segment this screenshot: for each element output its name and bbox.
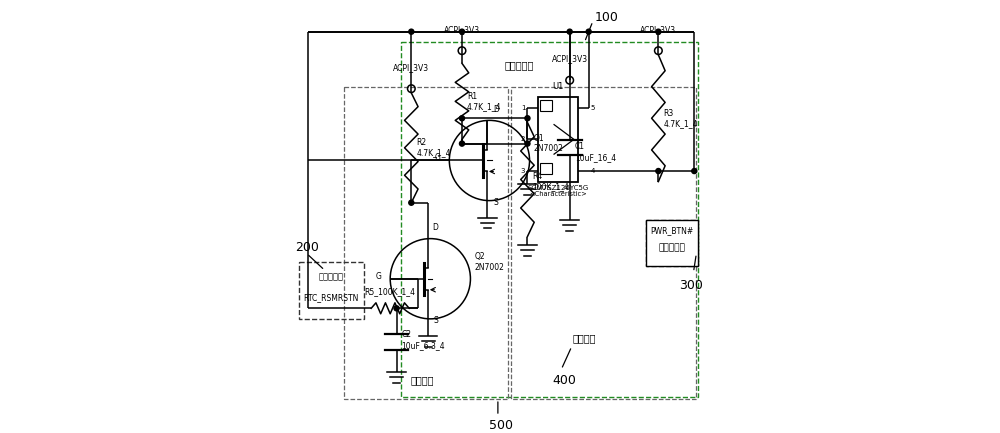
- Text: G: G: [376, 272, 382, 281]
- Text: 电源输入端: 电源输入端: [504, 61, 534, 71]
- Text: 300: 300: [679, 279, 703, 292]
- Text: C2
10uF_6.3_4: C2 10uF_6.3_4: [402, 330, 445, 350]
- Text: 1: 1: [521, 105, 525, 111]
- Text: D: D: [493, 105, 499, 114]
- Bar: [511, 87, 696, 399]
- Circle shape: [567, 29, 572, 34]
- Bar: [299, 262, 364, 319]
- Text: ACPI_3V3: ACPI_3V3: [444, 25, 480, 34]
- Text: 2: 2: [521, 136, 525, 142]
- Text: 200: 200: [295, 241, 319, 254]
- Bar: [540, 163, 552, 174]
- Text: U1: U1: [552, 82, 564, 91]
- Circle shape: [459, 116, 465, 121]
- Circle shape: [394, 306, 399, 311]
- Text: 3: 3: [521, 168, 525, 174]
- Circle shape: [525, 141, 530, 146]
- Text: G: G: [435, 153, 441, 162]
- Circle shape: [459, 29, 465, 34]
- Text: R1
4.7K_1_4: R1 4.7K_1_4: [467, 92, 502, 111]
- Text: PWR_BTN#: PWR_BTN#: [650, 226, 694, 235]
- Text: 400: 400: [553, 374, 577, 387]
- Circle shape: [409, 29, 414, 34]
- Circle shape: [586, 29, 591, 34]
- Circle shape: [459, 141, 465, 146]
- Text: S: S: [493, 198, 498, 207]
- Text: 脉冲输出端: 脉冲输出端: [659, 243, 686, 252]
- Text: RTC_RSMRSTN: RTC_RSMRSTN: [304, 294, 359, 303]
- Text: 100: 100: [595, 11, 619, 24]
- Text: ACPI_3V3: ACPI_3V3: [393, 63, 429, 72]
- Circle shape: [525, 116, 530, 121]
- Circle shape: [692, 168, 697, 174]
- Bar: [540, 100, 552, 111]
- Text: R2
4.7K_1_4: R2 4.7K_1_4: [416, 138, 451, 158]
- Text: SGM7SZ126YC5G: SGM7SZ126YC5G: [527, 185, 589, 191]
- Circle shape: [656, 168, 661, 174]
- Bar: [646, 220, 698, 266]
- Text: R3
4.7K_1_4: R3 4.7K_1_4: [663, 109, 698, 128]
- Text: 500: 500: [489, 420, 513, 433]
- Text: ACPI_3V3: ACPI_3V3: [552, 55, 588, 63]
- Text: 启动单元: 启动单元: [573, 333, 596, 343]
- Circle shape: [656, 29, 661, 34]
- Text: D: D: [432, 223, 438, 232]
- Bar: [646, 220, 698, 266]
- Text: Q2
2N7002: Q2 2N7002: [475, 252, 505, 271]
- Text: 5: 5: [591, 105, 595, 111]
- Bar: [344, 87, 508, 399]
- Text: <Characteristic>: <Characteristic>: [529, 191, 587, 197]
- Text: Q1
2N7002: Q1 2N7002: [534, 134, 564, 153]
- Text: ACPI_3V3: ACPI_3V3: [640, 25, 676, 34]
- Text: 复位输入端: 复位输入端: [319, 272, 344, 281]
- Bar: [401, 42, 698, 397]
- Text: 4: 4: [591, 168, 595, 174]
- Circle shape: [409, 200, 414, 205]
- Text: C1
10uF_16_4: C1 10uF_16_4: [575, 142, 616, 162]
- Text: S: S: [433, 316, 438, 325]
- Bar: [538, 97, 578, 181]
- Text: R5_100K_1_4: R5_100K_1_4: [365, 287, 416, 296]
- Text: R4
100K_1_4: R4 100K_1_4: [533, 172, 569, 191]
- Text: 复位单元: 复位单元: [410, 375, 434, 385]
